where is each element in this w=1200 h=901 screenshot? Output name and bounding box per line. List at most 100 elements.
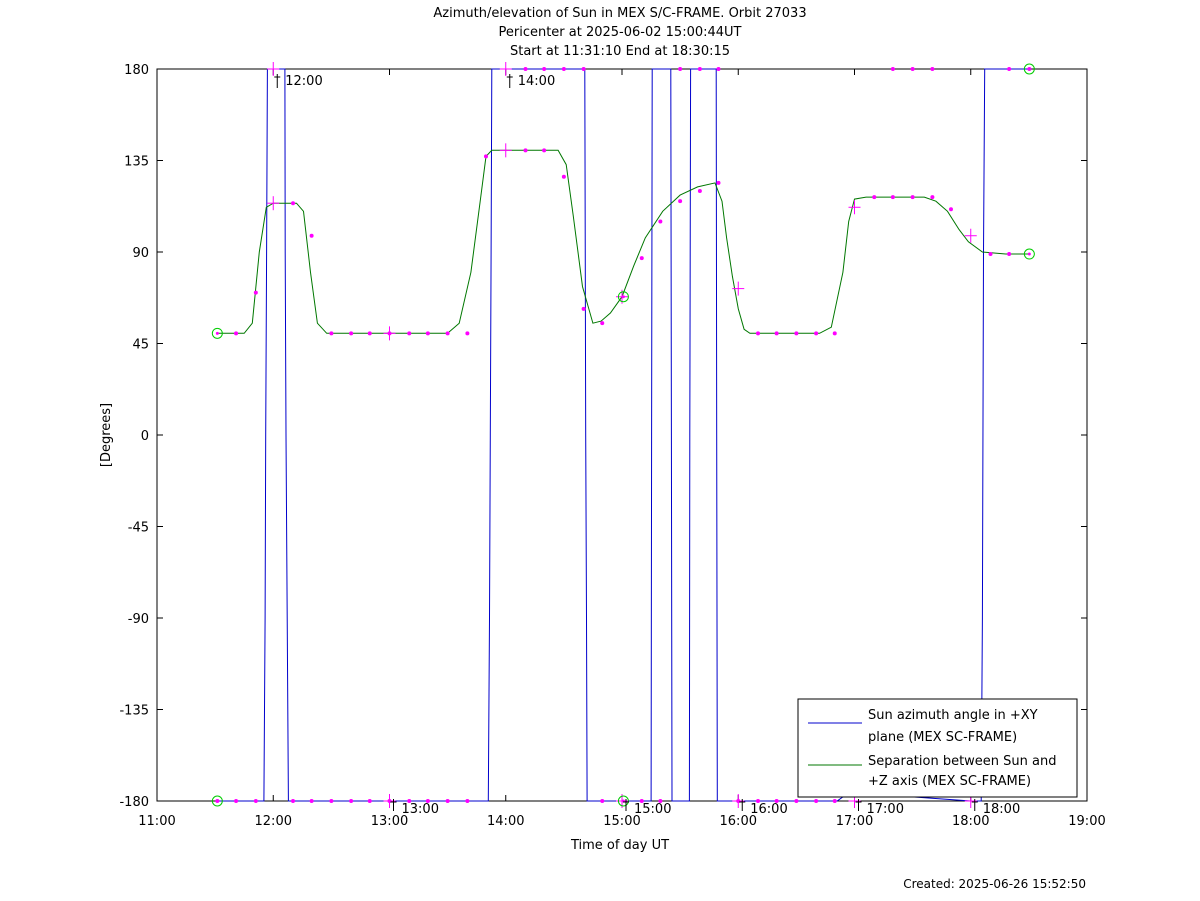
separation-marker xyxy=(407,331,412,336)
azimuth-marker xyxy=(658,799,663,803)
separation-series-line xyxy=(217,149,1030,334)
x-axis-label: Time of day UT xyxy=(570,838,669,853)
azimuth-marker xyxy=(561,67,566,71)
legend-label-azimuth-line-1: Sun azimuth angle in +XY xyxy=(868,708,1038,723)
created-timestamp: Created: 2025-06-26 15:52:50 xyxy=(903,877,1086,891)
x-tick-label: 11:00 xyxy=(138,814,175,829)
legend-label-separation-line-2: +Z axis (MEX SC-FRAME) xyxy=(868,774,1031,789)
azimuth-marker xyxy=(234,799,239,803)
separation-marker xyxy=(716,180,721,185)
event-circle xyxy=(211,327,223,339)
azimuth-marker xyxy=(349,799,354,803)
azimuth-marker xyxy=(774,799,779,803)
separation-marker xyxy=(234,331,239,336)
y-tick-label: -90 xyxy=(128,612,149,627)
azimuth-marker xyxy=(794,799,799,803)
separation-marker xyxy=(930,195,935,200)
event-circle-center xyxy=(1027,252,1031,256)
separation-marker xyxy=(291,201,296,206)
azimuth-marker xyxy=(756,799,761,803)
chart-title-line-2: Pericenter at 2025-06-02 15:00:44UT xyxy=(498,25,741,40)
azimuth-marker xyxy=(253,799,258,803)
event-circle-center xyxy=(1027,67,1031,71)
azimuth-marker xyxy=(367,799,372,803)
separation-marker xyxy=(425,331,430,336)
y-tick-label: -45 xyxy=(128,521,149,536)
event-circle xyxy=(1023,248,1035,260)
separation-marker xyxy=(483,154,488,159)
x-tick-label: 14:00 xyxy=(487,814,524,829)
separation-marker xyxy=(774,331,779,336)
separation-marker xyxy=(832,331,837,336)
separation-marker xyxy=(445,331,450,336)
separation-marker xyxy=(1007,252,1012,257)
x-tick-label: 17:00 xyxy=(836,814,873,829)
separation-marker xyxy=(561,174,566,179)
chart-title-line-3: Start at 11:31:10 End at 18:30:15 xyxy=(510,44,730,59)
azimuth-marker xyxy=(523,67,528,71)
azimuth-marker xyxy=(930,67,935,71)
x-tick-label: 12:00 xyxy=(255,814,292,829)
azimuth-marker xyxy=(600,799,605,803)
separation-marker xyxy=(948,207,953,212)
separation-marker xyxy=(600,321,605,326)
legend-box xyxy=(797,698,1078,798)
azimuth-marker xyxy=(678,67,683,71)
separation-marker xyxy=(349,331,354,336)
separation-marker xyxy=(523,148,528,153)
legend-label-separation-line-1: Separation between Sun and xyxy=(868,754,1056,769)
x-tick-label: 16:00 xyxy=(720,814,757,829)
hour-annotation: 16:00 xyxy=(750,802,787,817)
event-circle-center xyxy=(215,799,219,803)
azimuth-marker xyxy=(832,799,837,803)
x-tick-label: 19:00 xyxy=(1068,814,1105,829)
separation-marker xyxy=(814,331,819,336)
azimuth-marker xyxy=(1007,67,1012,71)
separation-marker xyxy=(697,189,702,193)
event-circle xyxy=(1023,63,1035,75)
y-axis-label: [Degrees] xyxy=(99,403,114,467)
hour-annotation: 12:00 xyxy=(285,74,322,89)
azimuth-marker xyxy=(425,799,430,803)
azimuth-marker xyxy=(639,799,644,803)
event-circle xyxy=(617,795,629,807)
separation-marker xyxy=(329,331,334,336)
hour-annotation: 14:00 xyxy=(518,74,555,89)
y-tick-label: 0 xyxy=(141,429,149,444)
azimuth-marker xyxy=(445,799,450,803)
hour-annotation: 17:00 xyxy=(867,802,904,817)
azimuth-marker xyxy=(407,799,412,803)
separation-marker xyxy=(639,256,644,261)
separation-marker xyxy=(465,331,470,336)
azimuth-marker xyxy=(716,67,721,71)
legend: Sun azimuth angle in +XY plane (MEX SC-F… xyxy=(797,698,1078,798)
legend-label-azimuth-line-2: plane (MEX SC-FRAME) xyxy=(868,730,1017,745)
separation-marker xyxy=(794,331,799,336)
separation-marker xyxy=(542,148,547,153)
azimuth-marker xyxy=(910,67,915,71)
separation-marker xyxy=(988,252,993,257)
separation-marker xyxy=(581,306,586,311)
separation-marker xyxy=(367,331,372,336)
hour-annotation: 15:00 xyxy=(634,802,671,817)
x-tick-label: 15:00 xyxy=(603,814,640,829)
azimuth-marker xyxy=(814,799,819,803)
hour-annotation: 18:00 xyxy=(983,802,1020,817)
azimuth-marker xyxy=(542,67,547,71)
y-tick-label: 180 xyxy=(124,63,149,78)
plot-frame xyxy=(156,68,1088,802)
azimuth-marker xyxy=(465,799,470,803)
event-circle xyxy=(211,795,223,807)
y-tick-label: -135 xyxy=(119,704,149,719)
separation-marker xyxy=(309,233,314,238)
separation-marker xyxy=(910,195,915,200)
azimuth-marker xyxy=(697,67,702,71)
x-tick-label: 18:00 xyxy=(952,814,989,829)
separation-marker xyxy=(658,219,663,224)
azimuth-marker xyxy=(329,799,334,803)
event-circle xyxy=(617,291,629,303)
azimuth-marker xyxy=(581,67,586,71)
separation-marker xyxy=(890,195,895,200)
azimuth-marker xyxy=(890,67,895,71)
